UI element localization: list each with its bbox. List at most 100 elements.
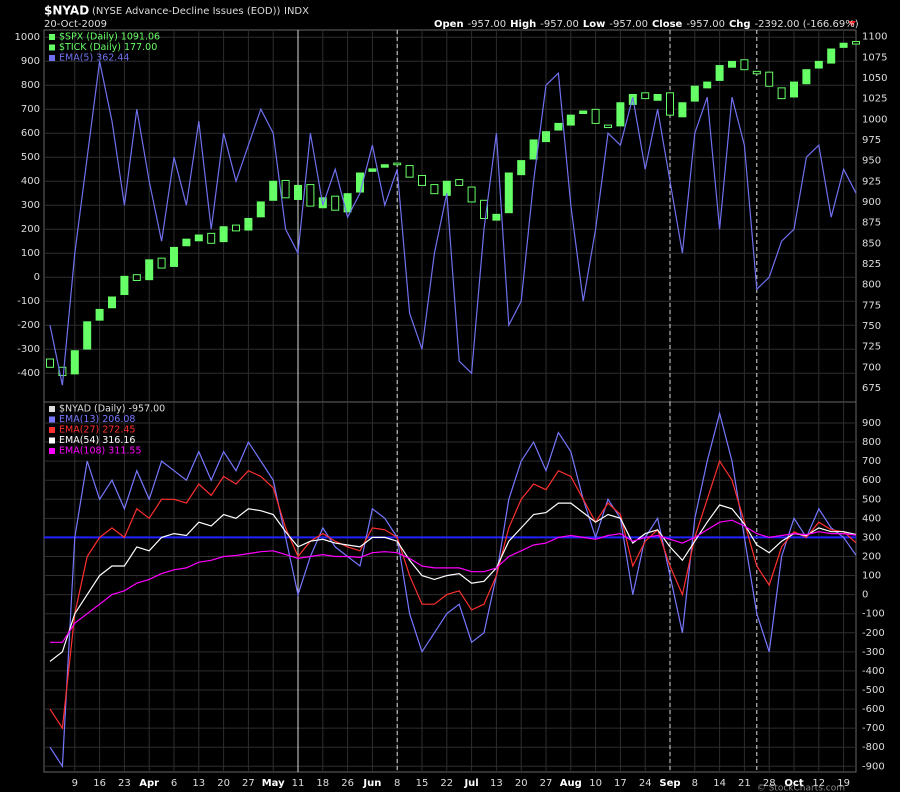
candle [132, 274, 141, 281]
candle [70, 350, 79, 375]
candle [418, 174, 426, 186]
y-tick-label: 900 [21, 56, 40, 67]
y-tick-label: 600 [862, 475, 881, 486]
x-tick-label: Jul [463, 778, 478, 789]
x-tick-label: Jun [362, 778, 381, 789]
candle [504, 172, 513, 214]
candle [839, 42, 848, 48]
y-tick-label: -400 [17, 368, 40, 379]
y-tick-label: 300 [862, 532, 881, 543]
y-tick-label: -600 [862, 704, 885, 715]
x-tick-label: 12 [812, 778, 825, 789]
candle [703, 81, 712, 89]
x-tick-label: Apr [139, 778, 159, 789]
x-tick-label: 18 [316, 778, 329, 789]
x-tick-label: 6 [171, 778, 177, 789]
y-tick-label: 500 [21, 152, 40, 163]
y-tick-label: -900 [862, 761, 885, 772]
y-tick-label: -200 [17, 320, 40, 331]
candle [368, 168, 377, 172]
candle [777, 87, 786, 100]
y-tick-label: 100 [21, 248, 40, 259]
exchange: INDX [284, 6, 309, 17]
x-tick-label: 13 [490, 778, 503, 789]
legend-swatch [49, 44, 55, 51]
candle [542, 131, 550, 143]
y-tick-label: -500 [862, 685, 885, 696]
x-tick-label: 15 [416, 778, 429, 789]
y2-tick-label: 750 [862, 321, 881, 332]
y-tick-label: 400 [21, 176, 40, 187]
line [50, 519, 857, 643]
candle [393, 162, 402, 166]
candle [492, 213, 501, 221]
line [49, 459, 857, 730]
y-tick-label: 500 [862, 494, 881, 505]
candle [641, 92, 650, 100]
x-tick-label: 21 [738, 778, 751, 789]
candle [380, 164, 389, 168]
candle [256, 201, 265, 218]
y2-tick-label: 825 [862, 259, 881, 270]
y-tick-label: 900 [862, 418, 881, 429]
x-tick-label: 23 [118, 778, 131, 789]
candle [331, 195, 340, 211]
candle [58, 366, 67, 377]
y2-tick-label: 800 [862, 280, 881, 291]
y2-tick-label: 1075 [862, 52, 887, 63]
line [49, 502, 857, 662]
candle [430, 184, 439, 195]
y-tick-label: -300 [17, 344, 40, 355]
legend-entry: EMA(108) 311.55 [59, 446, 142, 457]
x-tick-label: 10 [589, 778, 602, 789]
candle [653, 93, 662, 101]
candle [715, 65, 724, 81]
candle [752, 70, 761, 75]
candle [814, 60, 823, 69]
quote-value: -957.00 [468, 19, 507, 30]
y2-tick-label: 850 [862, 238, 881, 249]
x-tick-label: Aug [560, 778, 582, 789]
candle [294, 184, 302, 200]
quote-value: -2392.00 (-166.69%) [755, 19, 859, 30]
x-tick-label: 8 [394, 778, 400, 789]
candle [269, 180, 278, 201]
candle [554, 122, 563, 131]
x-tick-label: 24 [639, 778, 652, 789]
candle [790, 81, 798, 98]
y2-tick-label: 975 [862, 135, 881, 146]
y-tick-label: 200 [21, 224, 40, 235]
x-tick-label: Oct [784, 778, 803, 789]
candle [108, 296, 116, 309]
x-tick-label: 9 [72, 778, 78, 789]
candle [579, 110, 588, 114]
legend-entry: EMA(27) 272.45 [59, 425, 135, 436]
x-tick-label: 14 [713, 778, 726, 789]
x-tick-label: 26 [341, 778, 354, 789]
candle [306, 184, 315, 207]
y-tick-label: 400 [862, 513, 881, 524]
y2-tick-label: 700 [862, 362, 881, 373]
y2-tick-label: 950 [862, 156, 881, 167]
candle [604, 124, 612, 129]
x-tick-label: 20 [515, 778, 528, 789]
y2-tick-label: 675 [862, 383, 881, 394]
legend-entry: $NYAD (Daily) -957.00 [59, 404, 165, 415]
symbol-name: (NYSE Advance-Decline Issues (EOD)) [92, 6, 281, 17]
candle [194, 234, 203, 242]
y2-tick-label: 775 [862, 300, 881, 311]
y-tick-label: 0 [862, 590, 868, 601]
y2-tick-label: 875 [862, 218, 881, 229]
x-tick-label: 13 [192, 778, 205, 789]
candle [827, 48, 836, 64]
y-tick-label: 700 [862, 456, 881, 467]
x-tick-label: 27 [242, 778, 255, 789]
legend-entry: $SPX (Daily) 1091.06 [59, 32, 160, 43]
x-tick-label: 11 [292, 778, 305, 789]
candle [120, 275, 129, 296]
y-tick-label: 800 [862, 437, 881, 448]
symbol: $NYAD [44, 4, 89, 18]
